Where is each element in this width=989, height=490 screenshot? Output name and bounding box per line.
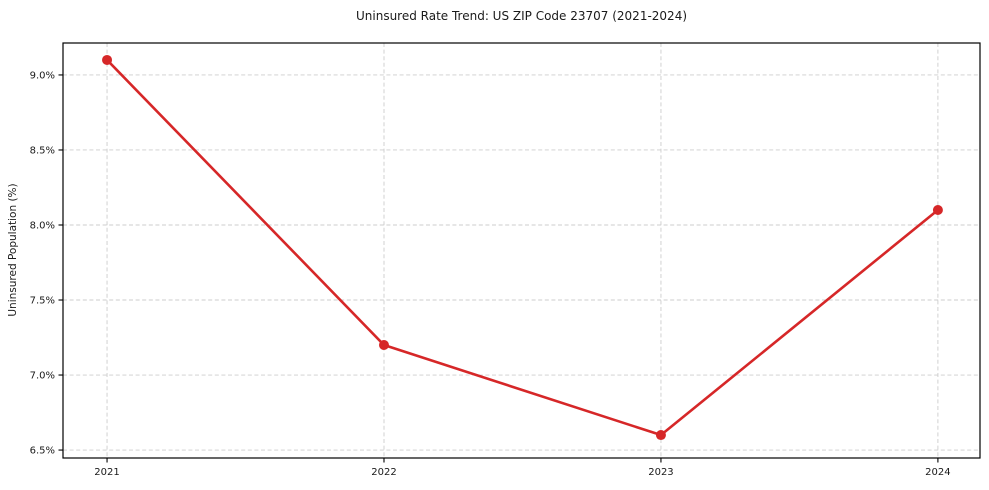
y-tick-label: 7.5% — [30, 296, 55, 307]
data-point — [932, 204, 943, 215]
x-tick-label: 2023 — [648, 467, 673, 478]
data-point — [378, 340, 389, 351]
chart-title: Uninsured Rate Trend: US ZIP Code 23707 … — [355, 9, 688, 23]
x-tick-label: 2022 — [371, 467, 396, 478]
y-tick-label: 6.5% — [30, 446, 55, 457]
y-tick-label: 9.0% — [30, 70, 55, 81]
y-tick-label: 8.0% — [30, 220, 55, 231]
x-tick-label: 2024 — [925, 467, 950, 478]
plot-area-background — [63, 43, 980, 458]
y-tick-label: 8.5% — [30, 145, 55, 156]
data-line — [105, 58, 940, 437]
x-tick-label: 2021 — [94, 467, 119, 478]
data-point — [102, 54, 113, 65]
y-tick-label: 7.0% — [30, 371, 55, 382]
data-point — [655, 430, 666, 441]
plot-frame — [62, 42, 981, 459]
